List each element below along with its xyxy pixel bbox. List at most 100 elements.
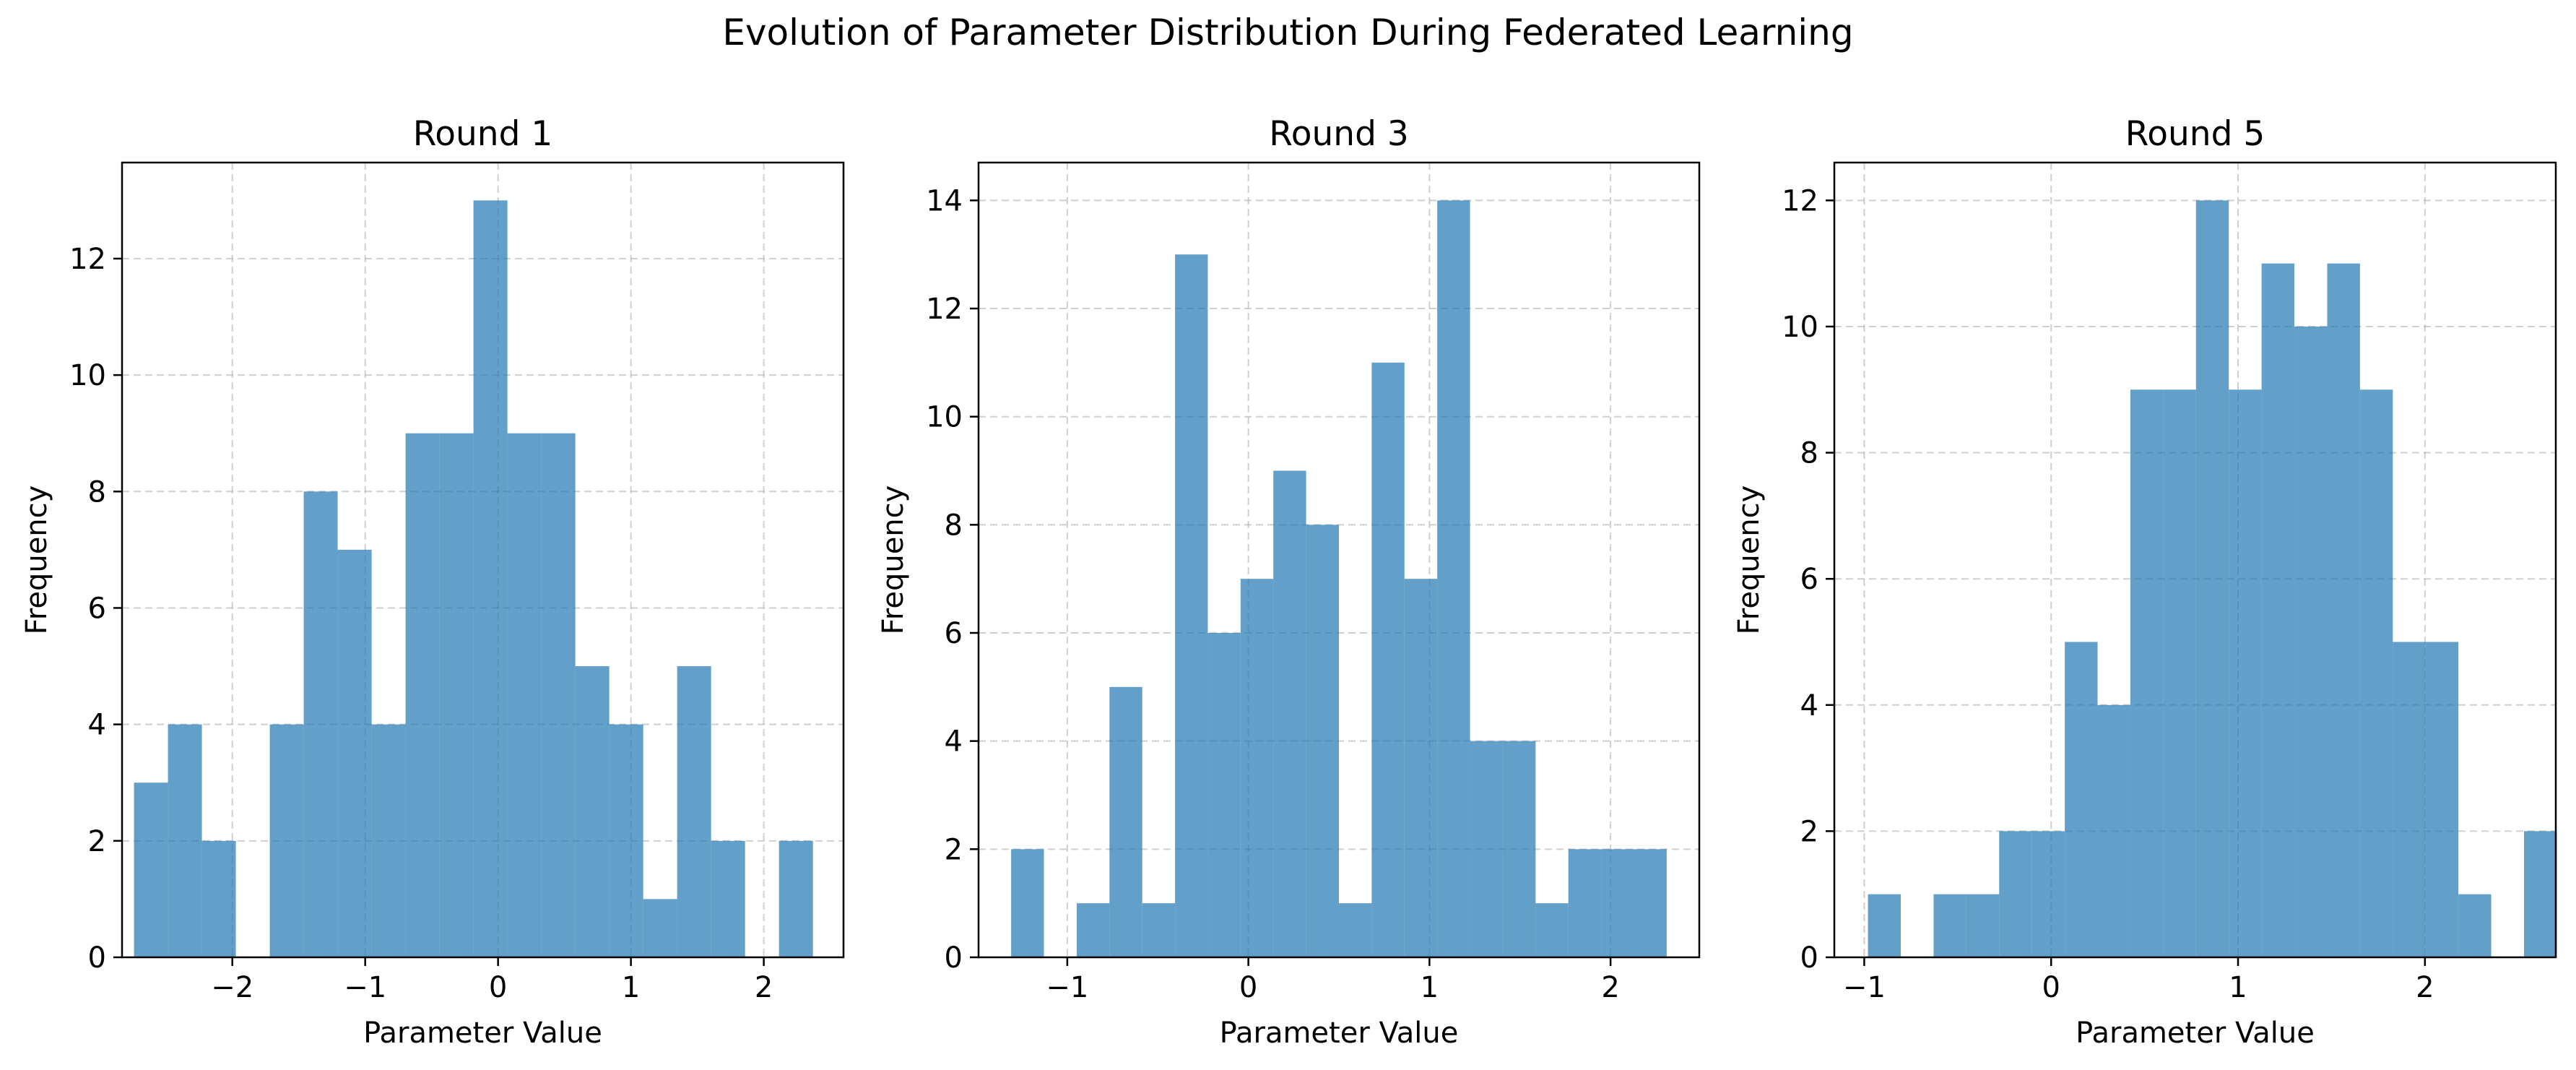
panel-title: Round 3 [1269,114,1409,154]
histogram-bar [507,433,542,957]
histogram-bar [643,899,677,957]
histogram-bar [677,666,711,957]
histogram-bar [1470,741,1503,957]
histogram-bar [1371,362,1405,958]
histogram-bar [134,782,168,957]
y-axis-label: Frequency [1732,486,1766,635]
histogram-bar [2130,389,2164,957]
y-tick-label: 4 [945,725,963,759]
histogram-bar [1076,903,1110,957]
histogram-bar [201,840,236,957]
histogram-bar [2524,831,2557,957]
histogram-bar [711,840,745,957]
histogram-bar [2261,263,2295,958]
x-tick-label: 0 [1239,971,1257,1004]
axes-frame [121,161,845,959]
histogram-bar [1142,903,1176,957]
y-tick-label: 8 [945,509,963,542]
y-tick-label: 14 [926,184,963,217]
histogram-bar [2327,263,2360,958]
histogram-bar [168,724,202,957]
x-axis-label: Parameter Value [1220,1017,1459,1050]
histogram-bar [1011,849,1044,957]
histogram-bar [473,200,508,957]
histogram-bar [1535,903,1569,957]
histogram-bar [541,433,576,957]
x-tick-label: 0 [489,971,507,1004]
histogram-bar [575,666,610,957]
histogram-bar [1502,741,1536,957]
histogram-bar [779,840,813,957]
x-tick-label: −1 [344,971,386,1004]
histogram-bar [1568,849,1602,957]
y-tick-label: 12 [1782,184,1818,217]
x-tick-label: 1 [2229,971,2247,1004]
histogram-bar [2031,831,2065,957]
histogram-bar [1966,894,2000,957]
y-tick-label: 8 [1800,437,1818,470]
y-tick-label: 6 [1800,563,1818,596]
panel-title: Round 1 [413,114,553,154]
histogram-bar [1306,525,1339,957]
histogram-bar [1999,831,2032,957]
histogram-bar [1601,849,1634,957]
x-tick-label: 0 [2042,971,2060,1004]
y-tick-label: 10 [926,401,963,434]
histogram-bar [2425,642,2459,957]
histogram-bar [1634,849,1667,957]
histogram-bar [1175,254,1208,957]
histogram-bar [1339,903,1372,957]
y-tick-label: 12 [926,293,963,326]
y-tick-label: 10 [69,359,106,392]
histogram-bar [1240,579,1274,957]
histogram-bar [1109,686,1142,957]
x-axis-label: Parameter Value [363,1017,602,1050]
y-tick-label: 6 [945,617,963,650]
x-axis-label: Parameter Value [2076,1017,2315,1050]
histogram-bar [1273,470,1306,957]
histogram-bar [371,724,406,957]
histogram-bar [1404,579,1438,957]
y-tick-label: 8 [88,475,106,509]
figure-title: Evolution of Parameter Distribution Duri… [722,12,1854,53]
x-tick-label: 1 [1421,971,1439,1004]
histogram-bar [269,724,304,957]
y-tick-label: 4 [1800,689,1818,722]
y-tick-label: 0 [1800,941,1818,975]
histogram-bar [1933,894,1966,957]
histogram-bar [2065,642,2098,957]
x-tick-label: −1 [1843,971,1886,1004]
y-tick-label: 2 [88,825,106,858]
x-tick-label: 2 [2416,971,2434,1004]
x-tick-label: 2 [755,971,773,1004]
y-tick-label: 0 [945,941,963,975]
panel-title: Round 5 [2125,114,2265,154]
histogram-bar [439,433,474,957]
y-tick-label: 2 [1800,815,1818,848]
y-tick-label: 0 [88,941,106,975]
histogram-bar [2359,389,2393,957]
y-axis-label: Frequency [877,486,910,635]
axes-frame [977,161,1701,959]
y-tick-label: 12 [69,243,106,276]
histogram-bar [405,433,440,957]
histogram-bar [2393,642,2426,957]
histogram-bar [2163,389,2196,957]
histogram-bar [1437,200,1470,957]
histogram-bar [2195,200,2229,957]
x-tick-label: 1 [622,971,640,1004]
histogram-bar [337,549,372,957]
y-tick-label: 10 [1782,311,1818,344]
histogram-bar [1868,894,1901,957]
y-tick-label: 2 [945,833,963,866]
histogram-bar [2458,894,2492,957]
histogram-bar [609,724,643,957]
axes-frame [1833,161,2557,959]
histogram-bar [2229,389,2262,957]
histogram-bar [303,491,338,957]
